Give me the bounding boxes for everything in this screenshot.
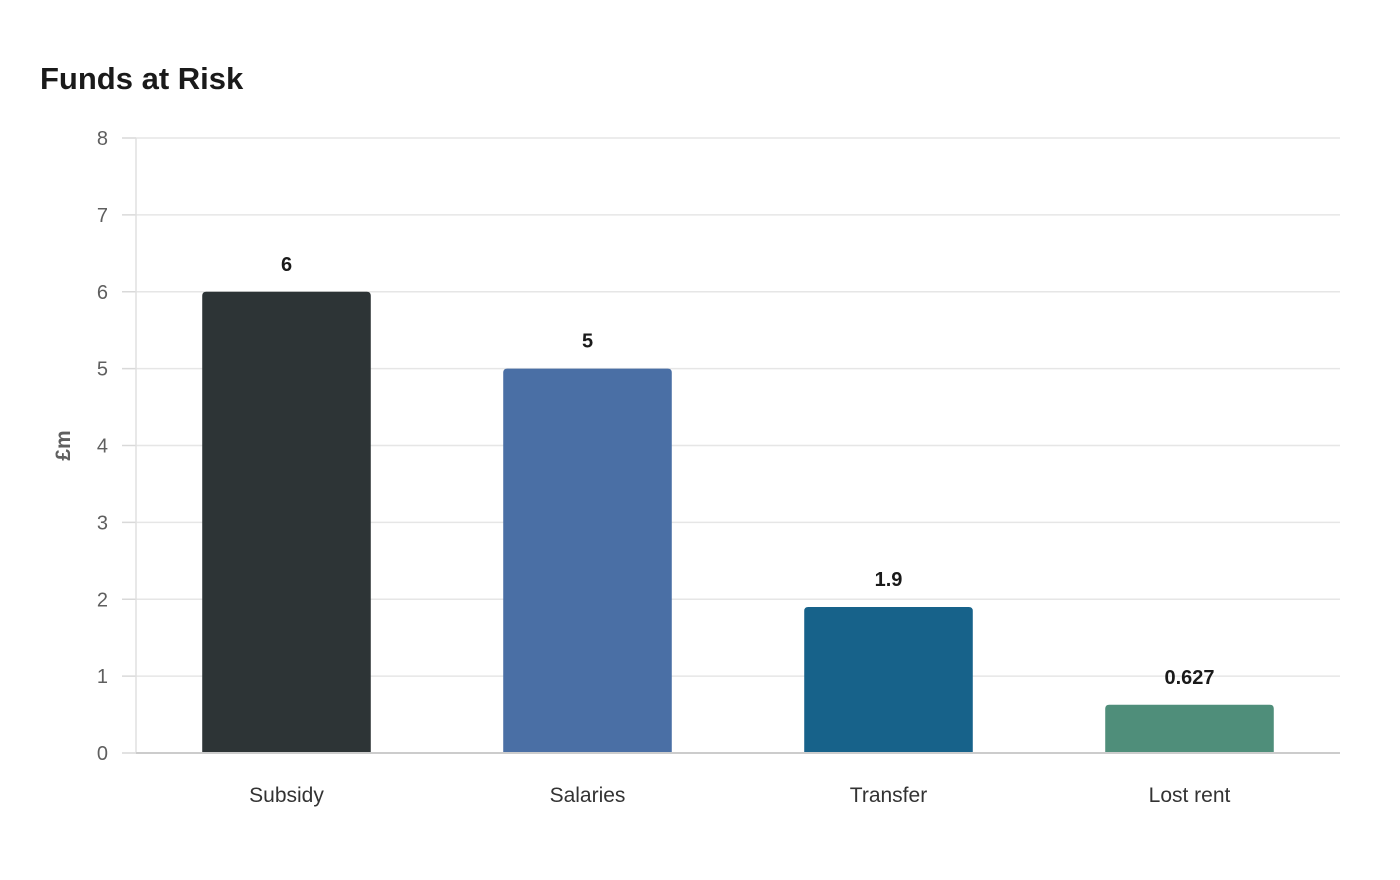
y-tick-label: 2 [97, 589, 108, 611]
x-tick-label: Lost rent [1149, 784, 1231, 807]
y-tick-label: 1 [97, 666, 108, 688]
bars [202, 291, 1274, 753]
data-label: 6 [281, 254, 292, 276]
y-tick-label: 3 [97, 512, 108, 534]
data-label: 5 [582, 331, 593, 353]
y-tick-label: 7 [97, 205, 108, 227]
bar-lost-rent [1105, 704, 1274, 753]
labels: 0 1 2 3 4 5 6 7 8 6 Subsidy 5 Salaries 1.9 Transfer 0.6… [97, 128, 1231, 807]
axes [135, 138, 1340, 754]
x-tick-label: Subsidy [249, 784, 324, 807]
chart-title: Funds at Risk [40, 61, 244, 96]
bar-subsidy [202, 291, 371, 753]
y-tick-label: 6 [97, 282, 108, 304]
bar-salaries [503, 368, 672, 753]
x-tick-label: Salaries [550, 784, 626, 807]
data-label: 1.9 [875, 569, 903, 591]
y-axis-title: £m [52, 430, 75, 460]
y-tick-label: 8 [97, 128, 108, 150]
data-label: 0.627 [1164, 667, 1214, 689]
y-tick-label: 0 [97, 743, 108, 765]
bar-transfer [804, 606, 973, 753]
x-tick-label: Transfer [850, 784, 927, 807]
y-tick-label: 4 [97, 436, 108, 458]
y-tick-label: 5 [97, 359, 108, 381]
